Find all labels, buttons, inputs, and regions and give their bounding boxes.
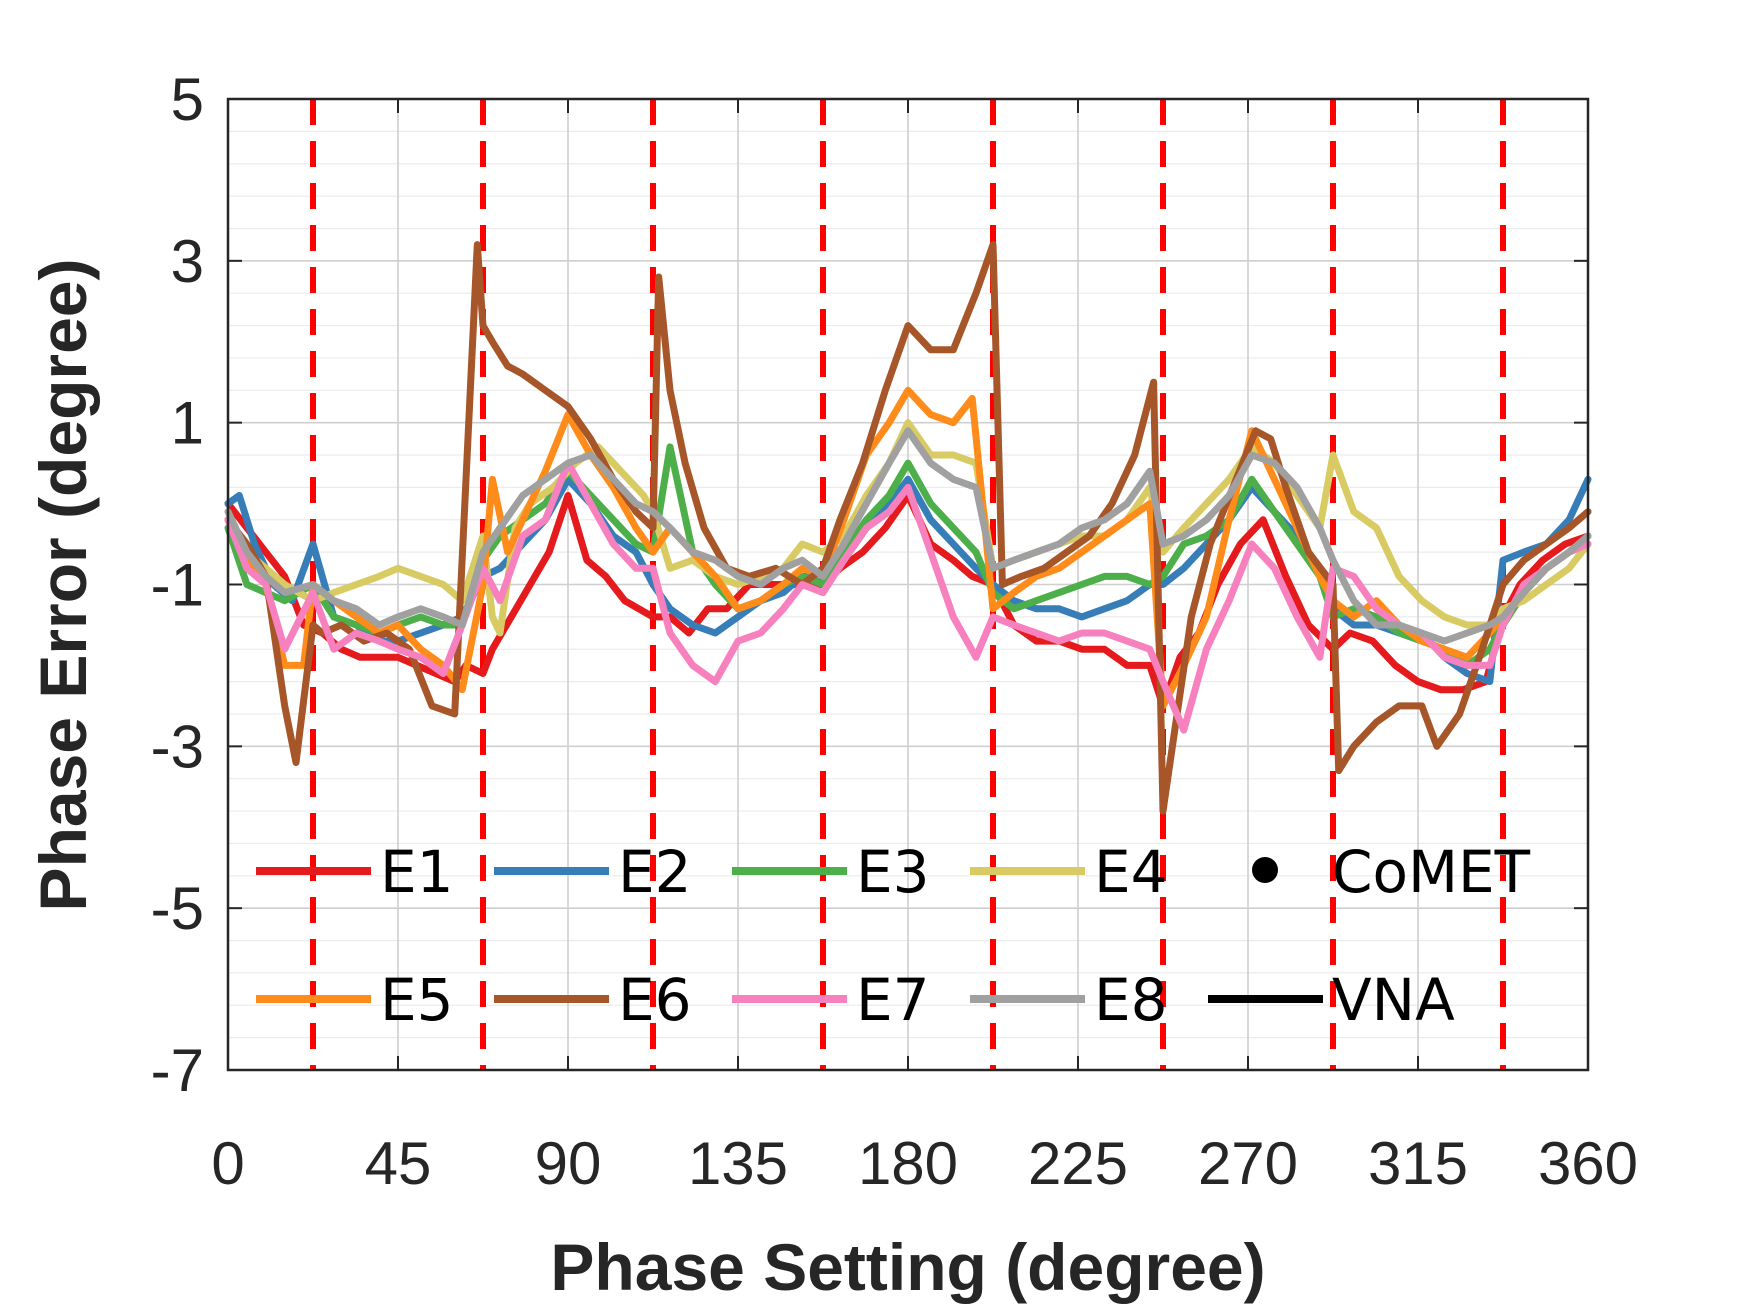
x-tick-labels: 0 45 90 135 180 225 270 315 360: [211, 1130, 1638, 1197]
x-tick-label: 315: [1368, 1130, 1468, 1197]
series-line-e6: [224, 241, 1592, 815]
legend-label-e5: E5: [380, 966, 454, 1034]
y-tick-label: -5: [151, 875, 204, 942]
legend-label-e7: E7: [856, 966, 930, 1034]
y-tick-label: -7: [151, 1037, 204, 1104]
series-line-e1: [224, 492, 1592, 710]
legend-marker-comet: [1252, 857, 1278, 883]
y-tick-label: 5: [171, 66, 204, 133]
legend-label-vna: VNA: [1332, 966, 1455, 1034]
legend-label-e1: E1: [380, 838, 454, 906]
y-axis-title: Phase Error (degree): [26, 259, 100, 912]
x-tick-label: 360: [1538, 1130, 1638, 1197]
data-series: [224, 241, 1592, 815]
x-tick-label: 270: [1198, 1130, 1298, 1197]
legend-label-e4: E4: [1094, 838, 1168, 906]
axis-ticks: [227, 98, 1589, 1071]
legend-label-e2: E2: [618, 838, 692, 906]
legend: E1 E2 E3 E4 CoMET E5 E6 E7 E8 VNA: [256, 838, 1531, 1034]
y-tick-label: -1: [151, 552, 204, 619]
series-line-e8: [224, 427, 1592, 645]
legend-label-comet: CoMET: [1332, 838, 1531, 906]
x-tick-label: 135: [688, 1130, 788, 1197]
x-tick-label: 180: [858, 1130, 958, 1197]
y-tick-label: -3: [151, 713, 204, 780]
y-tick-labels: 5 3 1 -1 -3 -5 -7: [151, 66, 204, 1104]
legend-label-e3: E3: [856, 838, 930, 906]
x-tick-label: 90: [535, 1130, 602, 1197]
legend-label-e8: E8: [1094, 966, 1168, 1034]
series-line-e7: [224, 459, 1592, 734]
legend-label-e6: E6: [618, 966, 692, 1034]
x-tick-label: 225: [1028, 1130, 1128, 1197]
y-tick-label: 3: [171, 228, 204, 295]
x-axis-title: Phase Setting (degree): [550, 1230, 1265, 1304]
x-tick-label: 45: [365, 1130, 432, 1197]
y-tick-label: 1: [171, 390, 204, 457]
x-tick-label: 0: [211, 1130, 244, 1197]
